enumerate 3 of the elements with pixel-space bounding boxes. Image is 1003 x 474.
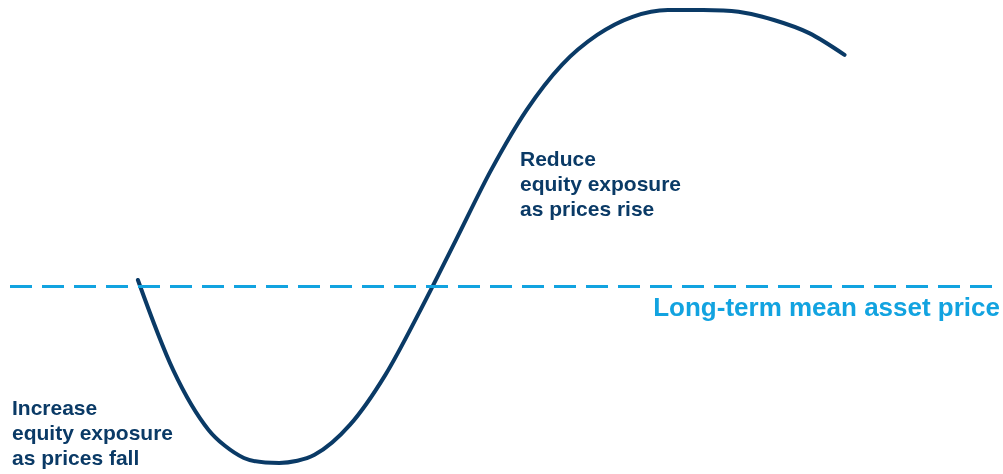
annotation: Reduce equity exposure as prices rise [520, 147, 682, 220]
ref-line-label: Long-term mean asset price [653, 292, 1000, 323]
annotation: Increase equity exposure as prices fall [12, 396, 174, 469]
